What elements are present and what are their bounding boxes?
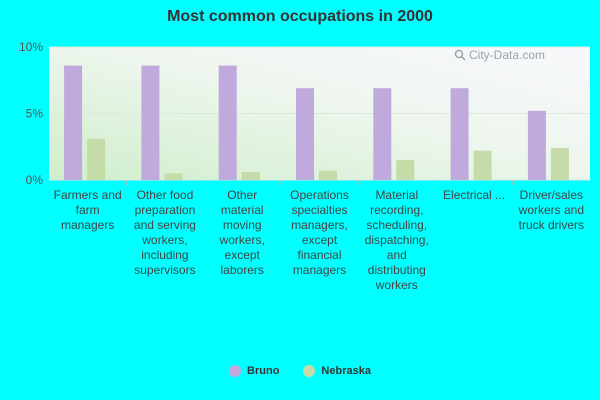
bar-nebraska — [87, 138, 106, 180]
bar-bruno — [218, 65, 237, 180]
bar-bruno — [64, 65, 83, 180]
bar-nebraska — [319, 170, 337, 180]
bar-bruno — [450, 88, 469, 180]
bar-nebraska — [396, 160, 415, 180]
bar-bruno — [141, 65, 160, 180]
x-tick-label: Other food preparation and serving worke… — [133, 188, 196, 277]
bar-nebraska — [164, 173, 183, 180]
legend-item-nebraska: Nebraska — [303, 365, 371, 377]
bar-bruno — [527, 110, 546, 180]
y-tick-label: 10% — [19, 40, 43, 54]
x-tick-label: Operations specialties managers, except … — [290, 188, 349, 277]
bar-bruno — [296, 88, 314, 180]
x-tick-label: Farmers and farm managers — [53, 188, 122, 232]
x-tick-label: Material recording, scheduling, dispatch… — [364, 188, 429, 292]
legend: Bruno Nebraska — [0, 365, 600, 377]
legend-label-nebraska: Nebraska — [321, 365, 371, 377]
bar-nebraska — [550, 148, 569, 180]
bar-nebraska — [241, 172, 260, 180]
watermark-text: City-Data.com — [469, 48, 546, 62]
x-tick-label: Other material moving workers, except la… — [219, 188, 265, 277]
search-icon — [454, 49, 466, 61]
legend-swatch-nebraska — [303, 365, 316, 377]
y-tick-label: 5% — [26, 107, 44, 121]
legend-label-bruno: Bruno — [247, 365, 280, 377]
watermark: City-Data.com — [454, 48, 545, 62]
x-tick-label: Driver/sales workers and truck drivers — [518, 188, 585, 232]
y-tick-label: 0% — [26, 173, 44, 187]
legend-swatch-bruno — [229, 365, 242, 377]
chart-title: Most common occupations in 2000 — [167, 8, 433, 25]
x-tick-label: Electrical ... — [443, 188, 506, 202]
legend-item-bruno: Bruno — [229, 365, 279, 377]
bar-nebraska — [473, 150, 492, 180]
bar-bruno — [373, 88, 392, 180]
